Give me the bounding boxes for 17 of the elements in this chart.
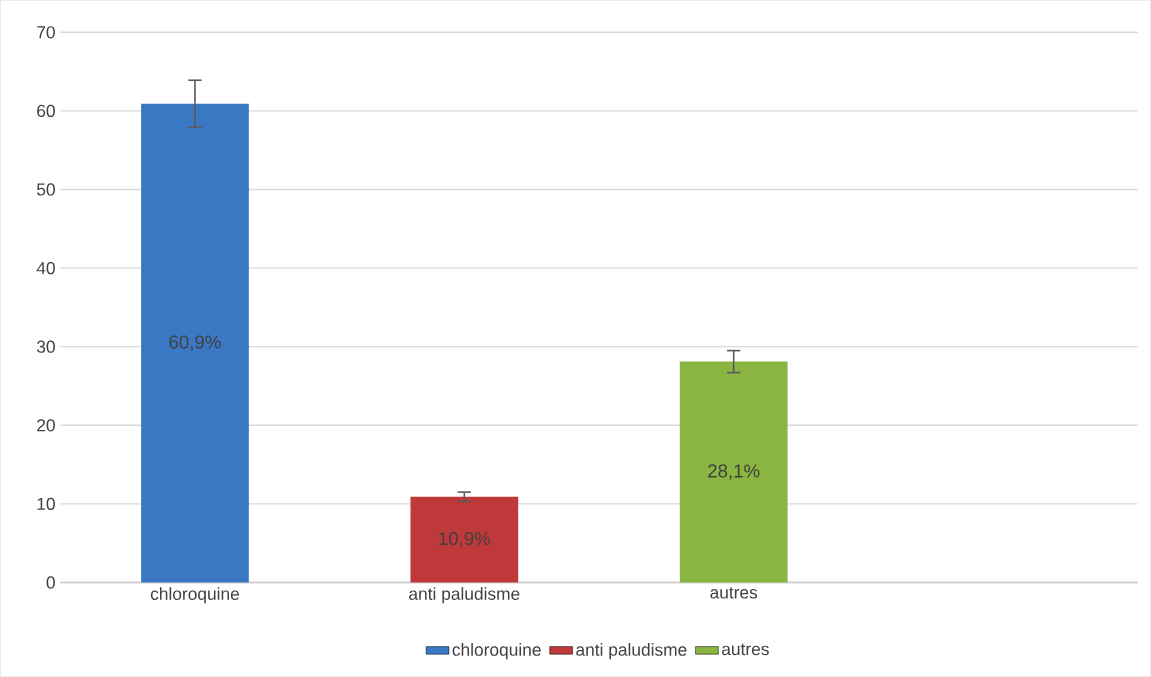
legend-label: anti paludisme xyxy=(576,643,687,660)
y-tick-label: 30 xyxy=(36,340,55,353)
y-tick-label: 50 xyxy=(36,183,55,196)
y-tick-label: 0 xyxy=(46,576,55,589)
data-label: 60,9% xyxy=(169,335,221,351)
x-tick-label: chloroquine xyxy=(150,587,239,604)
y-tick-label: 60 xyxy=(37,104,55,118)
legend-label: autres xyxy=(722,643,769,656)
data-label: 28,1% xyxy=(708,464,760,480)
y-tick-label: 10 xyxy=(37,497,55,511)
x-tick-label: anti paludisme xyxy=(409,587,520,604)
data-label: 10,9% xyxy=(439,532,491,548)
y-tick-label: 70 xyxy=(37,26,55,39)
y-tick-label: 40 xyxy=(36,262,55,275)
y-tick-label: 20 xyxy=(37,419,55,432)
legend-label: chloroquine xyxy=(452,643,541,660)
x-tick-label: autres xyxy=(710,587,758,599)
